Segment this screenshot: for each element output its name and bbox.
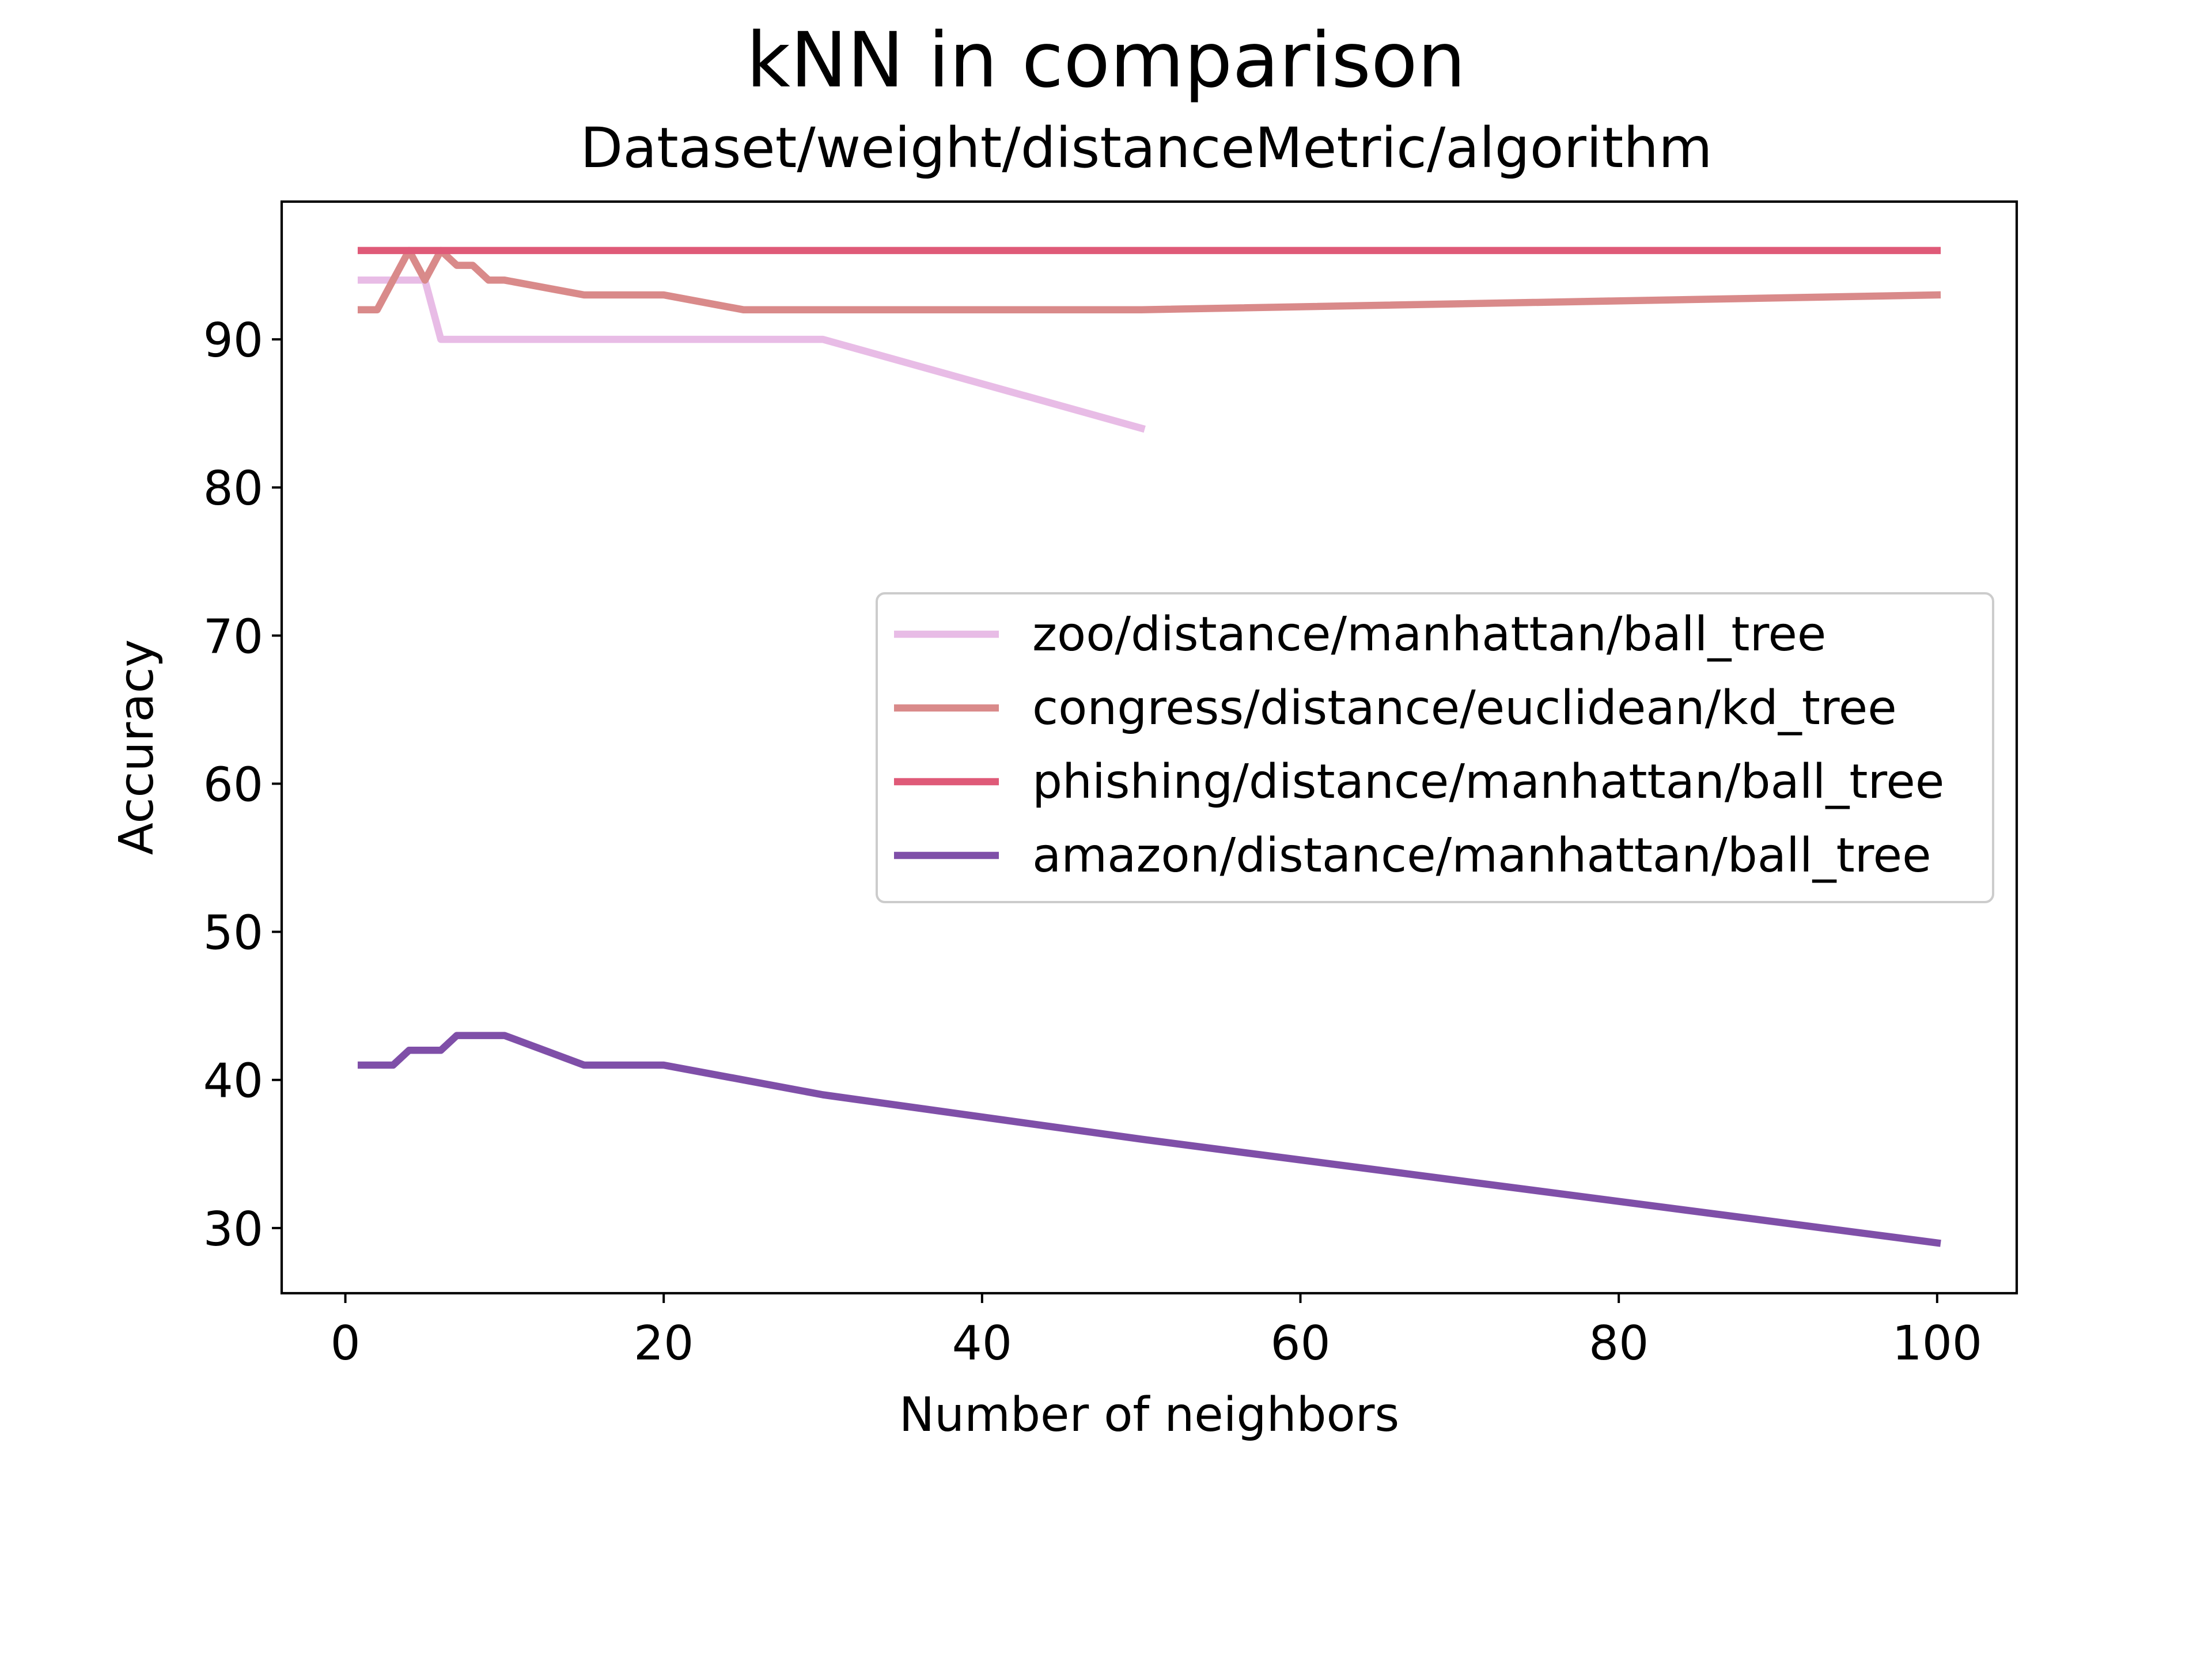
y-tick-label: 80 (203, 461, 263, 516)
x-axis: 0 20 40 60 80 100 (330, 1293, 1982, 1371)
y-tick-label: 70 (203, 609, 263, 664)
y-tick-label: 30 (203, 1202, 263, 1257)
x-tick-label: 80 (1589, 1316, 1649, 1371)
plot-area-frame (280, 200, 2018, 1295)
series-line-congress (357, 247, 1941, 313)
chart-title: kNN in comparison (747, 16, 1466, 105)
legend-label-zoo: zoo/distance/manhattan/ball_tree (1032, 607, 1826, 662)
y-tick-label: 60 (203, 757, 263, 812)
x-tick-label: 100 (1892, 1316, 1983, 1371)
y-tick-label: 40 (203, 1054, 263, 1109)
legend-label-phishing: phishing/distance/manhattan/ball_tree (1032, 755, 1944, 809)
y-axis-label: Accuracy (109, 639, 164, 855)
legend: zoo/distance/manhattan/ball_tree congress… (876, 592, 1994, 903)
x-tick-label: 40 (952, 1316, 1012, 1371)
legend-label-congress: congress/distance/euclidean/kd_tree (1032, 681, 1897, 736)
y-tick-label: 50 (203, 906, 263, 961)
chart-subtitle: Dataset/weight/distanceMetric/algorithm (580, 116, 1712, 180)
x-tick-label: 20 (634, 1316, 694, 1371)
x-tick-label: 0 (330, 1316, 360, 1371)
legend-box (876, 592, 1994, 903)
x-tick-label: 60 (1270, 1316, 1330, 1371)
legend-label-amazon: amazon/distance/manhattan/ball_tree (1032, 828, 1931, 883)
series-line-amazon (357, 1032, 1941, 1247)
series-layer (357, 247, 1941, 1247)
x-axis-label: Number of neighbors (899, 1388, 1399, 1442)
series-line-zoo (357, 276, 1146, 433)
y-axis: 30 40 50 60 70 80 90 (203, 313, 282, 1257)
y-tick-label: 90 (203, 313, 263, 368)
